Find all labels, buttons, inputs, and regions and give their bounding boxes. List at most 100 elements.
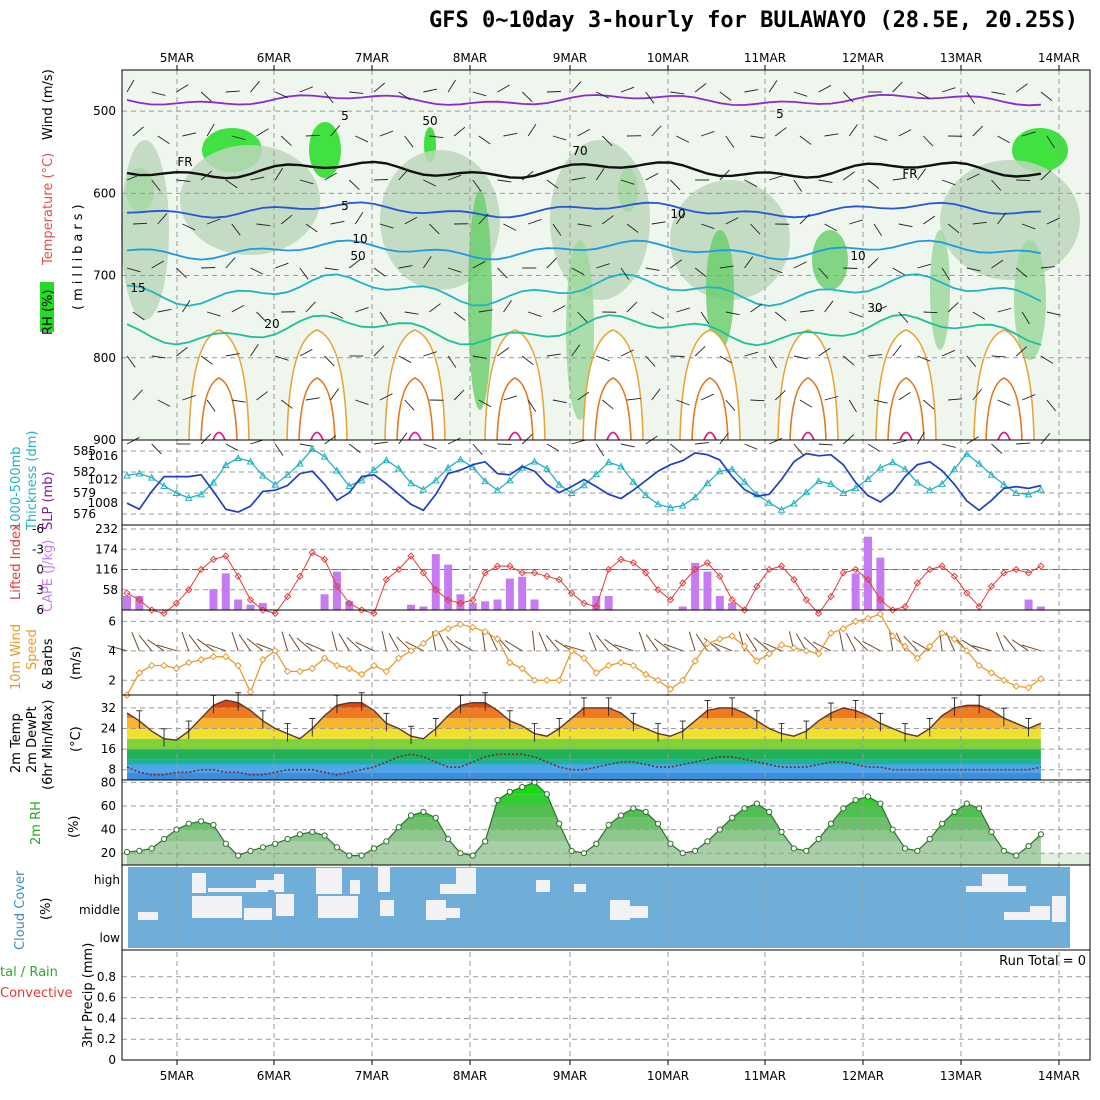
thickness-point [567,488,576,496]
lifted-index-point [209,555,218,564]
cape-bar [456,594,465,610]
cloud-block [966,886,1026,892]
wind-barb [1022,223,1036,230]
cloud-block [1004,912,1044,920]
lifted-index-point [567,589,576,597]
warm-pocket-core [310,431,324,441]
thickness-point [283,470,292,478]
wind-barb [151,355,166,359]
wind-barb [429,135,444,139]
wind-barb [577,311,588,323]
cape-bar [320,594,329,610]
surface-wind-barb [961,639,980,652]
cape-bar [715,596,724,610]
rh-tick-label: 40 [101,823,116,837]
date-label-top: 6MAR [257,51,292,65]
wind-barb [324,172,337,181]
precip-tick-label: 0 [108,1053,116,1067]
wind-speed-point [382,667,391,676]
date-label-bottom: 11MAR [744,1069,786,1083]
thickness-point [555,480,564,488]
rh-shading-area [566,240,594,420]
surface-wind-barb [763,642,782,652]
surface-wind-barb [157,644,177,652]
thickness-point [147,473,156,481]
surface-wind-barb [688,631,696,651]
rh-point [617,812,625,819]
wind-barb [966,267,981,272]
cape-bar [407,604,416,610]
contour-label: 50 [350,249,365,263]
surface-wind-barb [438,632,449,652]
cape-bar [431,554,440,610]
rh-point [519,783,526,791]
wind-barb [991,443,1003,454]
lifted-index-point [938,562,946,570]
wind-barb [256,391,268,401]
surface-wind-barb [138,634,153,652]
date-label-bottom: 9MAR [553,1069,588,1083]
cape-tick-label: 58 [103,583,118,597]
lifted-index-point [580,599,588,607]
thickness-point [728,465,736,473]
rh-point [778,828,785,836]
cloud-tick-label: middle [79,903,120,917]
contour-label: FR [902,167,917,181]
wind-barb [818,267,829,279]
wind-barb [324,267,339,271]
surface-wind-barb [455,640,474,652]
thickness-point [617,462,625,470]
warm-pocket-core [606,431,620,441]
surface-wind-barb [288,633,301,652]
rh-tick-label: 20 [101,846,116,860]
wind-barb [923,215,936,225]
wind-barb [941,179,956,186]
rh-point [963,800,970,807]
wind-barb [799,399,813,408]
wind-barb [695,442,710,445]
lifted-index-point [185,586,193,594]
thickness-point [1024,490,1033,498]
isotherm-line [126,201,1041,219]
surface-wind-barb [795,633,807,652]
wind-barb [966,91,976,104]
lifted-index-point [395,565,403,574]
rh-point [432,814,439,821]
rh-point [383,838,390,845]
lifted-index-point [753,582,761,591]
thickness-point [678,501,687,509]
surface-wind-barb [481,630,486,651]
thickness-point [407,479,415,487]
cape-bar [851,573,860,610]
wind-barb [206,123,215,137]
wind-speed-point [604,661,613,670]
cape-bar [419,606,428,610]
cape-bar [505,578,514,610]
rh-shading-area [812,230,848,290]
thickness-point [172,488,181,496]
wind-barb [497,179,512,183]
surface-wind-barb [554,639,572,652]
wind-barb [447,437,461,445]
contour-label: 10 [670,207,685,221]
wind-barb [676,307,690,313]
wind-barb [1022,131,1036,137]
wind-barb [991,355,1006,358]
warm-pocket-contour-inner [887,377,925,441]
wind-speed-point [320,654,329,662]
wind-barb [275,355,289,361]
rh-point [790,845,798,852]
thickness-point [654,500,662,508]
wind-barb [503,132,518,137]
cloud-block [456,868,476,894]
rh-point [704,838,711,845]
ua-temp-label: Temperature (°C) [41,153,56,266]
wind-barb [651,125,662,137]
wind-barb [818,443,833,446]
lifted-index-point [148,606,156,614]
wind-speed-point [357,670,366,679]
wind-barb [768,355,778,369]
wind-barb [596,355,610,362]
thickness-point [468,463,477,471]
wind-speed-point [629,661,638,670]
